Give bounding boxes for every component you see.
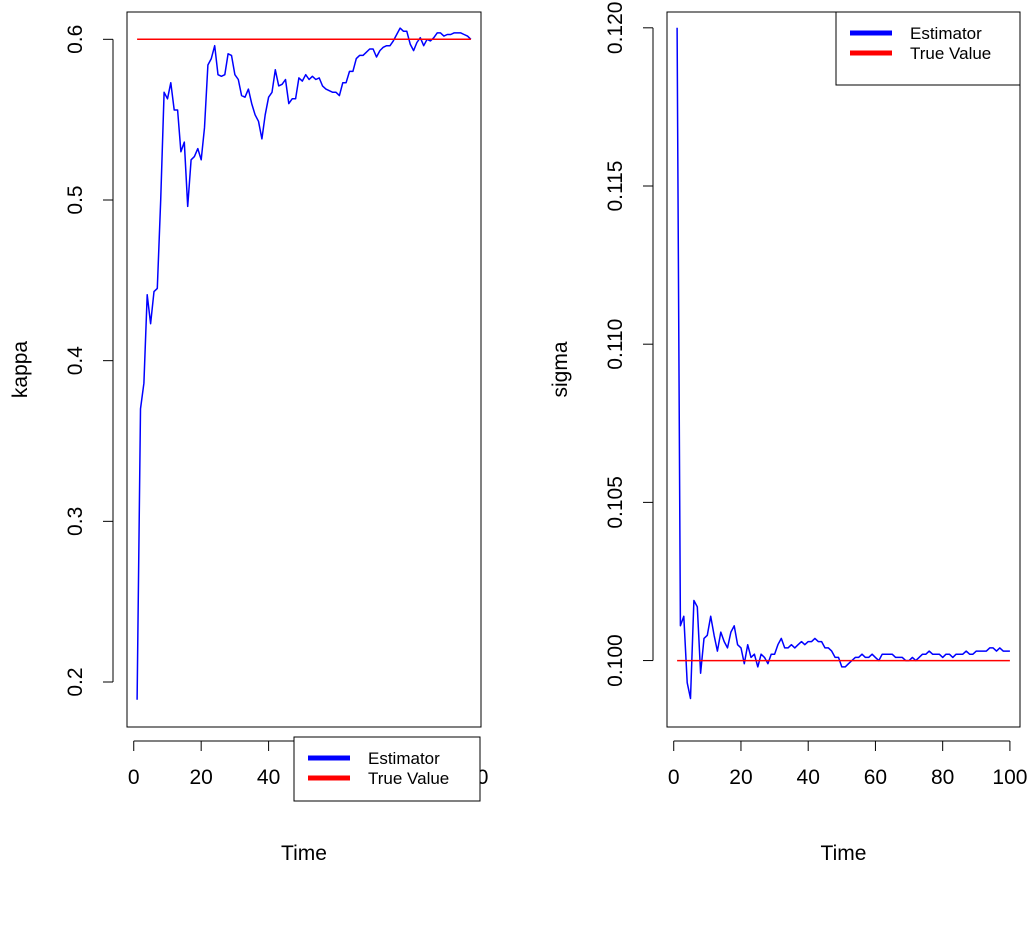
y-tick-label: 0.2: [64, 667, 87, 696]
legend-label: Estimator: [368, 749, 440, 768]
legend-label: True Value: [368, 769, 449, 788]
y-tick-label: 0.4: [64, 346, 87, 376]
legend-box: [835, 11, 1021, 86]
y-tick-label: 0.6: [64, 25, 87, 54]
y-axis-label: sigma: [549, 341, 572, 397]
y-tick-label: 0.3: [64, 507, 87, 536]
x-tick-label: 0: [128, 766, 140, 789]
y-axis-label: kappa: [9, 341, 32, 399]
y-tick-label: 0.5: [64, 185, 87, 214]
y-tick-label: 0.100: [604, 634, 627, 687]
x-tick-label: 0: [668, 766, 680, 789]
legend-box: [293, 736, 481, 802]
plot-frame: [126, 11, 482, 728]
plot-frame: [666, 11, 1021, 728]
chart-panel-1: 020406080100Time0.20.30.40.50.6kappaEsti…: [9, 11, 488, 865]
legend-label: Estimator: [910, 24, 982, 43]
y-tick-label: 0.110: [604, 319, 627, 370]
chart-panel-2: 0 20 40 60 80 100 Time 0.100 0.105 0.110 0.115 0.12…: [549, 2, 1027, 865]
x-tick-label: 80: [931, 766, 954, 789]
x-axis-label: Time: [281, 842, 327, 865]
x-tick-label: 40: [797, 766, 820, 789]
x-tick-label: 40: [257, 766, 280, 789]
series-line-estimator: [136, 27, 472, 700]
x-tick-label: 20: [189, 766, 212, 789]
x-axis-label: Time: [821, 842, 867, 865]
y-tick-label: 0.115: [604, 161, 627, 212]
x-tick-label: 100: [992, 766, 1027, 789]
x-tick-label: 20: [729, 766, 752, 789]
series-line-estimator: [676, 27, 1010, 700]
y-tick-label: 0.120: [604, 2, 627, 55]
legend-label: True Value: [910, 44, 991, 63]
x-tick-label: 60: [864, 766, 887, 789]
y-tick-label: 0.105: [604, 476, 627, 529]
